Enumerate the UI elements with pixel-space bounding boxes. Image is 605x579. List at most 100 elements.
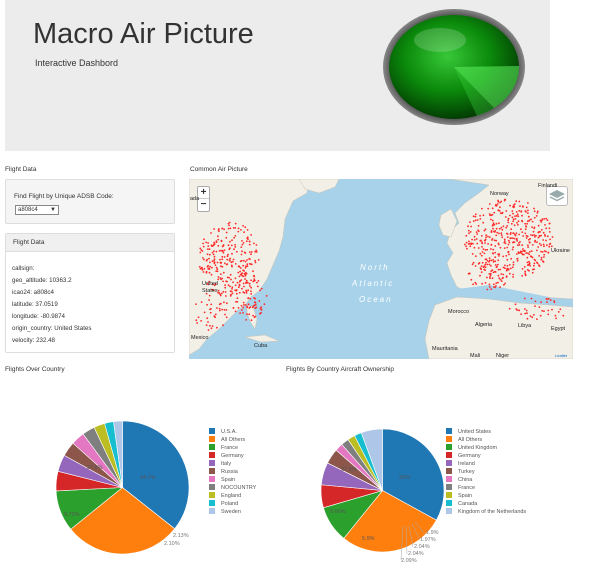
- flight-dot: [231, 239, 233, 242]
- legend-item[interactable]: Poland: [209, 500, 238, 508]
- legend-item[interactable]: England: [209, 492, 241, 500]
- legend-item[interactable]: Kingdom of the Netherlands: [446, 508, 526, 516]
- legend-swatch: [446, 452, 452, 458]
- flight-dot: [548, 227, 551, 230]
- flight-dot: [470, 225, 472, 228]
- flight-dot: [547, 297, 550, 300]
- flight-dot: [260, 309, 263, 311]
- legend-label: Germany: [221, 453, 244, 459]
- legend-item[interactable]: Canada: [446, 500, 477, 508]
- legend-item[interactable]: All Others: [209, 436, 245, 444]
- flight-dot: [231, 288, 233, 290]
- flight-dot: [528, 253, 531, 256]
- flight-dot: [540, 221, 543, 223]
- flight-dot: [479, 214, 481, 217]
- legend-item[interactable]: United States: [446, 428, 491, 436]
- flight-dot: [499, 212, 502, 215]
- flight-dot: [213, 259, 215, 262]
- flight-dot: [505, 276, 508, 278]
- flight-dot: [236, 300, 239, 303]
- flight-dot: [467, 229, 470, 232]
- legend-item[interactable]: France: [446, 484, 475, 492]
- flight-dot: [255, 244, 258, 246]
- legend-item[interactable]: All Others: [446, 436, 482, 444]
- legend-item[interactable]: NOCOUNTRY: [209, 484, 256, 492]
- legend-item[interactable]: Spain: [209, 476, 235, 484]
- legend-item[interactable]: Spain: [446, 492, 472, 500]
- flight-dot: [205, 292, 208, 295]
- flight-dot: [485, 236, 487, 239]
- ocean-label-line3: Ocean: [359, 295, 393, 304]
- flight-dot: [229, 257, 232, 260]
- flight-dot: [496, 203, 499, 205]
- flight-dot: [554, 314, 557, 317]
- pie2-label-small-2: 1.97%: [420, 537, 436, 543]
- flight-dot: [250, 253, 252, 256]
- flight-dot: [243, 285, 245, 288]
- flight-dot: [230, 278, 232, 281]
- pie1-label-france: 9.72%: [64, 512, 80, 518]
- flight-dot: [222, 251, 225, 254]
- pie-slice-sweden[interactable]: [113, 420, 123, 488]
- flight-dot: [500, 200, 503, 203]
- legend-label: Italy: [221, 461, 232, 467]
- pie-slice-all-others[interactable]: [70, 487, 176, 555]
- flight-dot: [195, 319, 198, 322]
- zoom-out-button[interactable]: −: [200, 199, 207, 210]
- flight-dot: [515, 232, 518, 235]
- flight-dot: [217, 289, 220, 292]
- legend-item[interactable]: United Kingdom: [446, 444, 497, 452]
- legend-item[interactable]: China: [446, 476, 472, 484]
- pie-slice-u-s-a-[interactable]: [122, 420, 190, 530]
- layers-button[interactable]: [546, 186, 568, 206]
- flight-dot: [541, 219, 543, 222]
- flight-dot: [492, 271, 495, 274]
- legend-swatch: [446, 508, 452, 514]
- flight-dot: [533, 227, 536, 230]
- flight-dot: [527, 212, 529, 214]
- flight-dot: [481, 282, 483, 285]
- pie-slice-all-others[interactable]: [343, 490, 437, 553]
- flight-dot: [510, 267, 512, 270]
- pie-slice-kingdom-of-the-netherlands[interactable]: [360, 428, 383, 491]
- legend-label: Spain: [221, 477, 236, 483]
- legend-item[interactable]: Turkey: [446, 468, 475, 476]
- flight-dot: [199, 267, 202, 270]
- adsb-code-select[interactable]: a808c4 ▼: [15, 205, 59, 215]
- flight-dot: [515, 215, 518, 217]
- flight-dot: [488, 236, 491, 238]
- air-picture-map[interactable]: [189, 179, 573, 359]
- legend-item[interactable]: Italy: [209, 460, 231, 468]
- flight-dot: [238, 275, 241, 278]
- map-label-libya: Libya: [518, 323, 532, 329]
- flight-dot: [470, 278, 473, 281]
- flight-dot: [500, 280, 503, 282]
- legend-item[interactable]: Ireland: [446, 460, 475, 468]
- legend-item[interactable]: Germany: [446, 452, 481, 460]
- flight-dot: [265, 295, 268, 297]
- legend-item[interactable]: U.S.A.: [209, 428, 237, 436]
- zoom-in-button[interactable]: +: [198, 187, 209, 199]
- flight-dot: [529, 315, 532, 317]
- flight-dot: [482, 221, 485, 224]
- flight-dot: [221, 308, 224, 311]
- flight-dot: [510, 228, 512, 231]
- flight-dot: [225, 280, 227, 283]
- legend-item[interactable]: France: [209, 444, 238, 452]
- legend-item[interactable]: Sweden: [209, 508, 241, 516]
- legend-item[interactable]: Germany: [209, 452, 244, 460]
- flight-dot: [199, 247, 202, 250]
- flight-dot: [218, 250, 221, 252]
- flight-dot: [208, 271, 211, 274]
- flight-dot: [545, 244, 548, 247]
- flight-dot: [220, 292, 223, 295]
- pie-slice-united-states[interactable]: [382, 428, 445, 521]
- legend-item[interactable]: Russia: [209, 468, 238, 476]
- flight-dot: [510, 257, 513, 260]
- flight-dot: [524, 222, 527, 225]
- flight-dot: [553, 300, 555, 302]
- flight-dot: [472, 283, 474, 286]
- legend-swatch: [209, 484, 215, 490]
- leaflet-attribution-link[interactable]: Leaflet: [555, 353, 568, 358]
- flight-dot: [240, 304, 243, 307]
